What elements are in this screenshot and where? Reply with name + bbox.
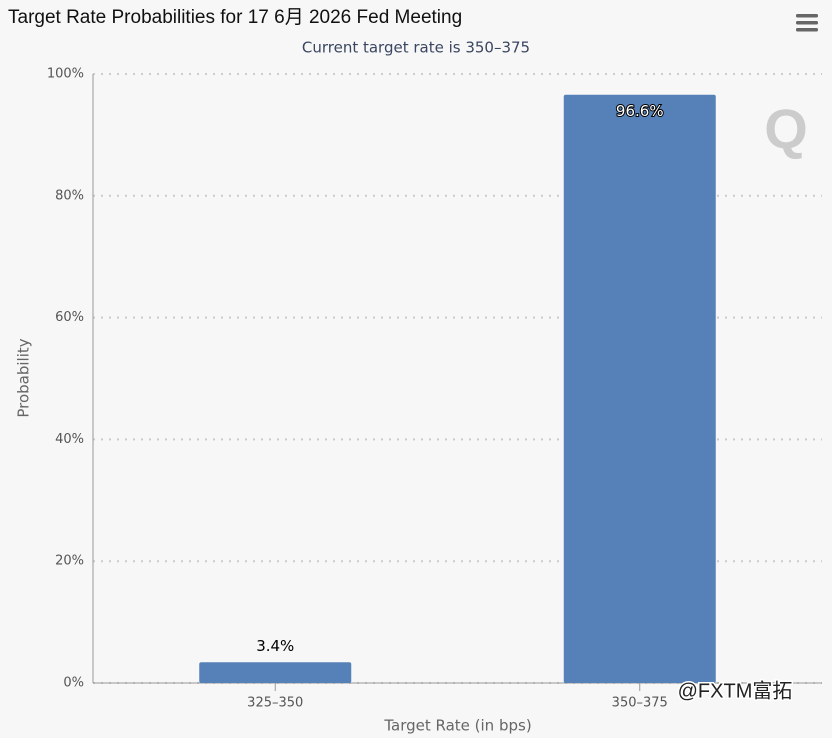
y-tick-label: 100%	[47, 67, 84, 82]
menu-bar	[796, 28, 818, 32]
watermark: @FXTM富拓	[678, 679, 793, 702]
menu-icon[interactable]	[796, 14, 818, 32]
chart-title: Target Rate Probabilities for 17 6月 2026…	[8, 7, 462, 28]
y-tick-label: 60%	[55, 310, 84, 325]
y-tick-label: 40%	[55, 432, 84, 447]
bar	[199, 662, 352, 683]
menu-bar	[796, 14, 818, 18]
y-axis-title: Probability	[15, 338, 33, 417]
y-tick-label: 80%	[55, 188, 84, 203]
bar	[563, 94, 716, 684]
data-label: 96.6%	[616, 102, 664, 120]
menu-bar	[796, 21, 818, 25]
logo-letter: Q	[764, 97, 808, 160]
x-tick-label: 325–350	[247, 696, 303, 711]
y-tick-label: 0%	[63, 676, 84, 691]
logo: Q	[764, 97, 808, 160]
y-tick-label: 20%	[55, 554, 84, 569]
x-axis-title: Target Rate (in bps)	[383, 717, 531, 735]
chart-subtitle: Current target rate is 350–375	[302, 39, 530, 57]
x-tick-label: 350–375	[612, 696, 668, 711]
data-label: 3.4%	[256, 637, 294, 655]
